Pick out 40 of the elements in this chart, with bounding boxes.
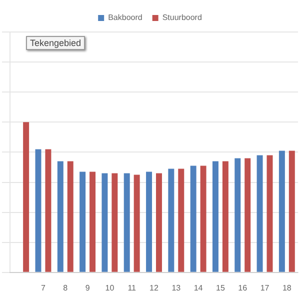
bar — [134, 174, 140, 272]
bar — [23, 122, 30, 272]
bar — [45, 149, 52, 272]
x-tick-label: 11 — [128, 283, 137, 292]
legend-label: Bakboord — [108, 13, 142, 22]
bar — [146, 172, 152, 272]
bar — [222, 161, 228, 272]
bar — [190, 166, 196, 272]
x-tick-label: 14 — [194, 283, 204, 292]
bar — [234, 158, 241, 272]
bar — [244, 158, 251, 272]
x-tick-label: 10 — [105, 283, 115, 292]
bar — [102, 173, 108, 272]
x-tick-label: 9 — [85, 283, 90, 292]
text: Tekengebied — [26, 36, 86, 50]
bar — [80, 172, 86, 272]
x-tick-label: 17 — [260, 283, 270, 292]
bar — [278, 150, 285, 272]
x-tick-label: 7 — [41, 283, 46, 292]
bar — [266, 155, 273, 272]
x-tick-label: 15 — [216, 283, 226, 292]
bar — [212, 161, 218, 272]
bar — [156, 173, 162, 272]
x-tick-label: 18 — [282, 283, 292, 292]
x-tick-label: 13 — [172, 283, 182, 292]
legend-label: Stuurboord — [162, 13, 202, 22]
bar — [124, 173, 130, 272]
x-tick-label: 12 — [150, 283, 159, 292]
bar — [67, 161, 74, 272]
bar — [200, 166, 206, 272]
bar — [178, 168, 184, 272]
bar — [35, 149, 42, 272]
bar — [57, 161, 64, 272]
bar — [256, 155, 263, 272]
bar — [90, 172, 96, 272]
bar — [288, 150, 295, 272]
bar — [168, 168, 174, 272]
bar — [112, 173, 118, 272]
x-tick-label: 8 — [63, 283, 68, 292]
x-tick-label: 16 — [238, 283, 248, 292]
